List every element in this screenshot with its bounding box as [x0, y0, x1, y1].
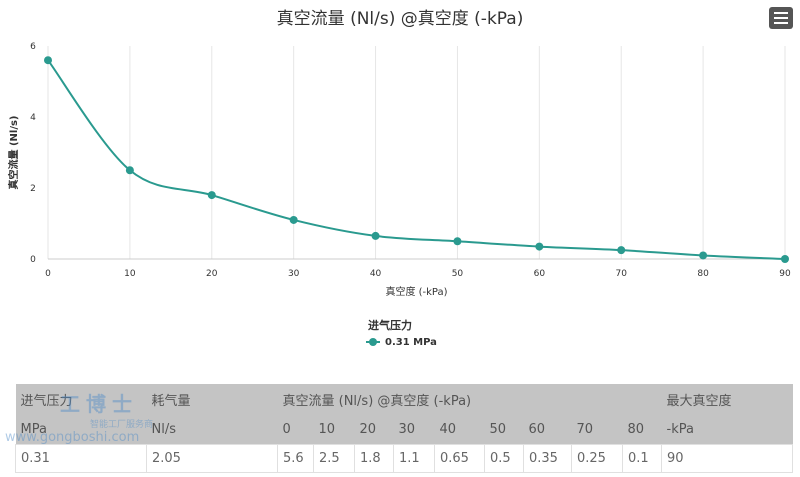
y-tick-label: 2: [30, 184, 36, 194]
table-cell: 1.8: [354, 444, 394, 473]
header-cell: 最大真空度: [661, 384, 793, 414]
unit-cell: 30: [393, 414, 435, 445]
legend-marker-icon: [366, 338, 380, 346]
x-tick-label: 50: [452, 269, 464, 279]
data-point: [371, 231, 380, 240]
menu-icon[interactable]: [769, 7, 793, 29]
x-tick-label: 30: [288, 269, 300, 279]
data-point: [125, 166, 134, 175]
x-tick-label: 70: [615, 269, 627, 279]
unit-cell: 20: [354, 414, 394, 445]
unit-cell: 50: [484, 414, 524, 445]
table-row: 0.31 2.05 5.6 2.5 1.8 1.1 0.65 0.5 0.35 0.25 0.1 90: [15, 444, 793, 473]
x-tick-label: 80: [697, 269, 709, 279]
legend-label: 0.31 MPa: [385, 337, 437, 348]
table-cell: 0.5: [484, 444, 524, 473]
table-cell: 0.31: [15, 444, 147, 473]
unit-cell: 70: [571, 414, 623, 445]
unit-cell: -kPa: [661, 414, 793, 445]
data-point: [207, 191, 216, 200]
table-cell: 90: [661, 444, 793, 473]
unit-cell: 60: [523, 414, 572, 445]
x-tick-label: 90: [779, 269, 791, 279]
table-cell: 1.1: [393, 444, 435, 473]
table-cell: 0.35: [523, 444, 572, 473]
x-tick-label: 0: [45, 269, 51, 279]
table-cell: 0.1: [622, 444, 662, 473]
header-cell: 耗气量: [146, 384, 278, 414]
data-point: [617, 246, 626, 255]
spec-table: 进气压力 耗气量 真空流量 (Nl/s) @真空度 (-kPa) 最大真空度 M…: [15, 384, 793, 473]
y-tick-label: 6: [30, 42, 36, 52]
y-axis-label: 真空流量 (Nl/s): [7, 115, 20, 189]
x-tick-label: 10: [124, 269, 136, 279]
data-point: [699, 251, 708, 260]
y-tick-label: 4: [30, 113, 36, 123]
unit-cell: 10: [313, 414, 355, 445]
legend-title: 进气压力: [368, 319, 412, 332]
chart-title: 真空流量 (Nl/s) @真空度 (-kPa): [276, 9, 524, 29]
header-row: 进气压力 耗气量 真空流量 (Nl/s) @真空度 (-kPa) 最大真空度: [15, 384, 793, 414]
x-tick-label: 20: [206, 269, 218, 279]
unit-cell: 40: [434, 414, 485, 445]
table-cell: 5.6: [277, 444, 314, 473]
unit-cell: Nl/s: [146, 414, 278, 445]
unit-cell: MPa: [15, 414, 147, 445]
chart-plot: 0 10 20 30 40 50 60 70 80 90 0 2 4 6 真空度 (-kPa) 真空流量 (N…: [7, 42, 791, 298]
x-tick-label: 40: [370, 269, 382, 279]
series-line: [47, 59, 786, 260]
table-cell: 2.05: [146, 444, 278, 473]
data-point: [289, 215, 298, 224]
data-point: [453, 237, 462, 246]
data-point: [535, 242, 544, 251]
x-axis-label: 真空度 (-kPa): [385, 285, 447, 298]
watermark: 工博士 智能工厂服务商 www.gongboshi.com: [5, 392, 154, 445]
unit-cell: 0: [277, 414, 314, 445]
table-cell: 0.25: [571, 444, 623, 473]
table-cell: 2.5: [313, 444, 355, 473]
unit-cell: 80: [622, 414, 662, 445]
data-point: [44, 56, 52, 65]
x-tick-label: 60: [534, 269, 546, 279]
data-point: [781, 255, 789, 263]
unit-row: MPa Nl/s 0 10 20 30 40 50 60 70 80 -kPa: [15, 414, 793, 445]
table-cell: 0.65: [434, 444, 485, 473]
y-tick-label: 0: [30, 255, 36, 265]
legend-item[interactable]: 0.31 MPa: [366, 337, 437, 348]
header-cell: 进气压力: [15, 384, 147, 414]
header-cell: 真空流量 (Nl/s) @真空度 (-kPa): [277, 384, 662, 414]
